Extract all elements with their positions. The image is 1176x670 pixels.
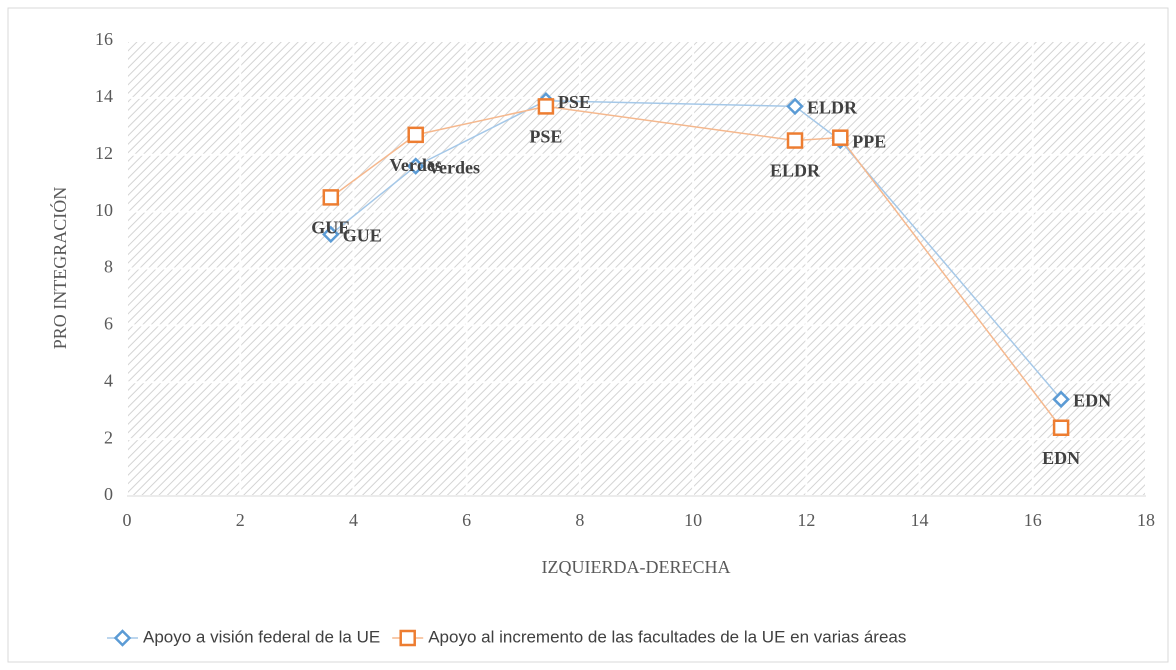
point-marker: [786, 97, 804, 116]
point-label: EDN: [1073, 390, 1111, 410]
y-axis-title: PRO INTEGRACIÓN: [49, 187, 70, 350]
legend-label: Apoyo al incremento de las facultades de…: [428, 627, 906, 646]
point-marker: [1052, 419, 1070, 436]
point-marker: [786, 132, 804, 149]
x-tick-label: 14: [911, 510, 929, 530]
y-tick-label: 0: [104, 484, 113, 504]
x-tick-label: 10: [684, 510, 702, 530]
x-tick-label: 12: [797, 510, 815, 530]
x-tick-label: 18: [1137, 510, 1155, 530]
legend-marker: [113, 629, 132, 647]
point-label: PSE: [558, 92, 591, 112]
point-label: Verdes: [390, 155, 442, 175]
x-tick-label: 6: [462, 510, 471, 530]
point-marker: [1052, 390, 1070, 409]
point-label: PSE: [529, 127, 562, 147]
x-axis-title: IZQUIERDA-DERECHA: [542, 557, 731, 577]
y-tick-label: 16: [95, 29, 113, 49]
legend-marker: [399, 629, 416, 647]
y-tick-label: 12: [95, 143, 113, 163]
point-label: GUE: [343, 226, 382, 246]
point-marker: [537, 98, 555, 115]
y-tick-label: 6: [104, 314, 113, 334]
legend-label: Apoyo a visión federal de la UE: [143, 627, 380, 646]
point-label: GUE: [311, 218, 350, 238]
x-tick-label: 2: [236, 510, 245, 530]
point-label: PPE: [852, 132, 886, 152]
series-line: [330, 99, 1062, 400]
point-label: Verdes: [428, 157, 480, 177]
x-tick-label: 8: [575, 510, 584, 530]
point-marker: [406, 157, 425, 175]
point-marker: [322, 189, 340, 206]
x-tick-label: 16: [1024, 510, 1042, 530]
y-tick-label: 10: [95, 200, 113, 220]
x-tick-label: 4: [349, 510, 358, 530]
x-tick-label: 0: [123, 510, 132, 530]
y-tick-label: 14: [95, 86, 113, 106]
y-tick-label: 8: [104, 257, 113, 277]
point-label: ELDR: [770, 161, 821, 181]
point-label: EDN: [1042, 448, 1080, 468]
point-marker: [832, 129, 849, 146]
point-label: ELDR: [807, 98, 858, 118]
y-tick-label: 4: [104, 370, 113, 390]
point-marker: [407, 126, 424, 144]
point-marker: [322, 225, 340, 244]
y-tick-label: 2: [104, 427, 113, 447]
series-line: [330, 105, 1062, 429]
